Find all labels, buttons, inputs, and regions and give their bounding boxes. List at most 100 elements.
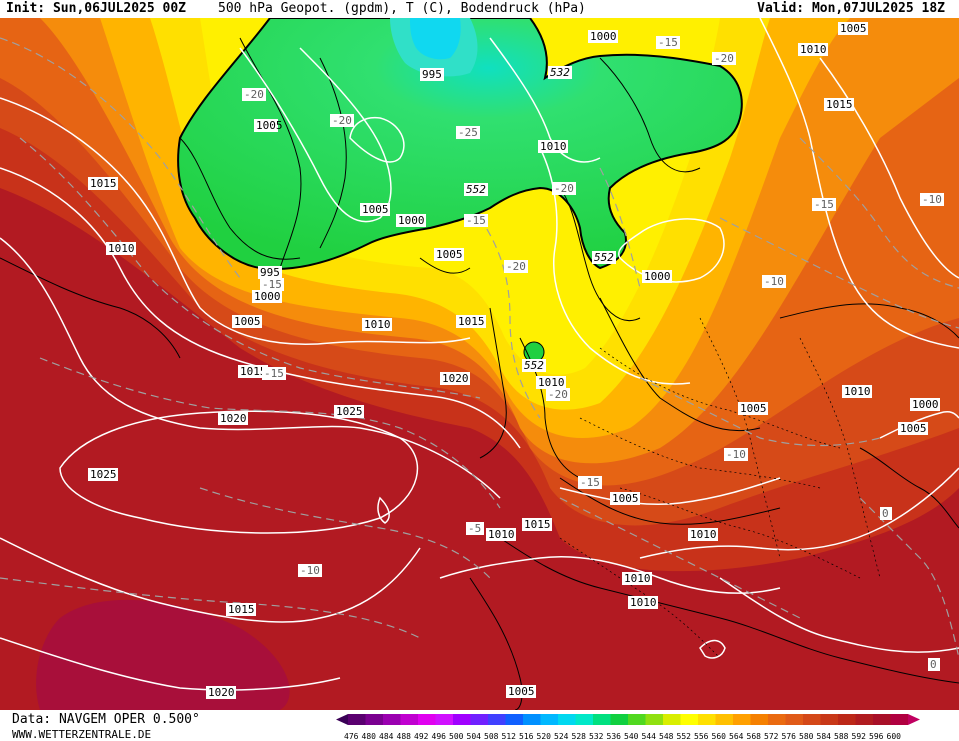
pressure-label: 1010 <box>800 43 827 56</box>
label-box <box>910 398 940 411</box>
scale-box <box>715 714 733 725</box>
scale-box <box>890 714 908 725</box>
scale-tick-label: 552 <box>677 732 692 741</box>
scale-tick-label: 580 <box>799 732 814 741</box>
pressure-label: 1000 <box>254 290 281 303</box>
label-box <box>642 270 672 283</box>
pressure-label: 1010 <box>624 572 651 585</box>
geopot-label: 532 <box>550 66 570 79</box>
scale-tick-label: 516 <box>519 732 534 741</box>
label-box <box>106 242 136 255</box>
label-box <box>538 140 568 153</box>
pressure-label: 1015 <box>90 177 117 190</box>
label-box <box>688 528 718 541</box>
label-box <box>738 402 768 415</box>
label-box <box>536 376 566 389</box>
scale-tick-label: 496 <box>432 732 447 741</box>
scale-tick-label: 500 <box>449 732 464 741</box>
pressure-label: 1000 <box>912 398 939 411</box>
scale-box <box>838 714 856 725</box>
label-box <box>362 318 392 331</box>
temperature-label: -20 <box>714 52 734 65</box>
temperature-label: -20 <box>332 114 352 127</box>
geopot-band-592 <box>36 599 290 710</box>
pressure-label: 1010 <box>540 140 567 153</box>
label-box <box>504 260 528 273</box>
borders <box>559 317 881 659</box>
coastlines <box>0 37 959 710</box>
scale-box <box>785 714 803 725</box>
pressure-label: 995 <box>260 266 280 279</box>
label-box <box>434 248 464 261</box>
pressure-label: 1000 <box>398 214 425 227</box>
scale-tick-label: 568 <box>747 732 762 741</box>
pressure-label: 1005 <box>612 492 639 505</box>
label-box <box>396 214 426 227</box>
label-box <box>242 88 266 101</box>
scale-tick-label: 548 <box>659 732 674 741</box>
scale-tick-label: 528 <box>572 732 587 741</box>
pressure-label: 1005 <box>234 315 261 328</box>
scale-box <box>488 714 506 725</box>
label-box <box>522 518 552 531</box>
pressure-label: 1005 <box>508 685 535 698</box>
pressure-label: 1025 <box>336 405 363 418</box>
scale-tick-label: 572 <box>764 732 779 741</box>
scale-box <box>873 714 891 725</box>
weather-map: 1015 1010 1005 1000 995 1010 1015 1020 1… <box>0 18 959 710</box>
pressure-label: 1005 <box>900 422 927 435</box>
scale-box <box>400 714 418 725</box>
label-box <box>88 177 118 190</box>
temperature-label: 0 <box>882 507 889 520</box>
temperature-label: -20 <box>506 260 526 273</box>
scale-box <box>855 714 873 725</box>
pressure-label: 1010 <box>364 318 391 331</box>
temperature-label: -10 <box>764 275 784 288</box>
scale-box <box>768 714 786 725</box>
label-box <box>464 214 488 227</box>
scale-box <box>645 714 663 725</box>
pressure-label: 1005 <box>256 119 283 132</box>
scale-tick-label: 480 <box>362 732 377 741</box>
pressure-label: 1015 <box>458 315 485 328</box>
scale-tick-label: 596 <box>869 732 884 741</box>
label-box <box>898 422 928 435</box>
scale-box <box>383 714 401 725</box>
label-box <box>552 182 576 195</box>
pressure-label: 1005 <box>436 248 463 261</box>
map-header: Init: Sun,06JUL2025 00Z 500 hPa Geopot. … <box>0 0 959 18</box>
label-box <box>610 492 640 505</box>
label-box <box>762 275 786 288</box>
scale-box <box>418 714 436 725</box>
scale-box <box>453 714 471 725</box>
label-box <box>842 385 872 398</box>
geopot-label: 552 <box>466 183 486 196</box>
scale-boxes <box>336 714 920 725</box>
label-box <box>928 658 940 671</box>
pressure-label: 1020 <box>442 372 469 385</box>
temperature-label: -10 <box>726 448 746 461</box>
temperature-label: -15 <box>658 36 678 49</box>
scale-tick-label: 512 <box>502 732 517 741</box>
pressure-label: 1025 <box>90 468 117 481</box>
temperature-label: -15 <box>580 476 600 489</box>
scale-tick-label: 540 <box>624 732 639 741</box>
temperature-label: -10 <box>300 564 320 577</box>
pressure-label: 1005 <box>840 22 867 35</box>
scale-box <box>610 714 628 725</box>
scale-tick-label: 504 <box>467 732 482 741</box>
label-box <box>522 359 546 372</box>
scale-arrow-right <box>908 714 920 725</box>
scale-tick-label: 524 <box>554 732 569 741</box>
temperature-label: -15 <box>262 278 282 291</box>
valid-time: Valid: Mon,07JUL2025 18Z <box>757 1 945 16</box>
label-box <box>298 564 322 577</box>
temperature-label: -10 <box>922 193 942 206</box>
pressure-label: 1010 <box>538 376 565 389</box>
label-box <box>260 278 284 291</box>
temperature-label: -20 <box>554 182 574 195</box>
temperature-label: -20 <box>244 88 264 101</box>
label-box <box>360 203 390 216</box>
scale-tick-label: 508 <box>484 732 499 741</box>
label-box <box>506 685 536 698</box>
